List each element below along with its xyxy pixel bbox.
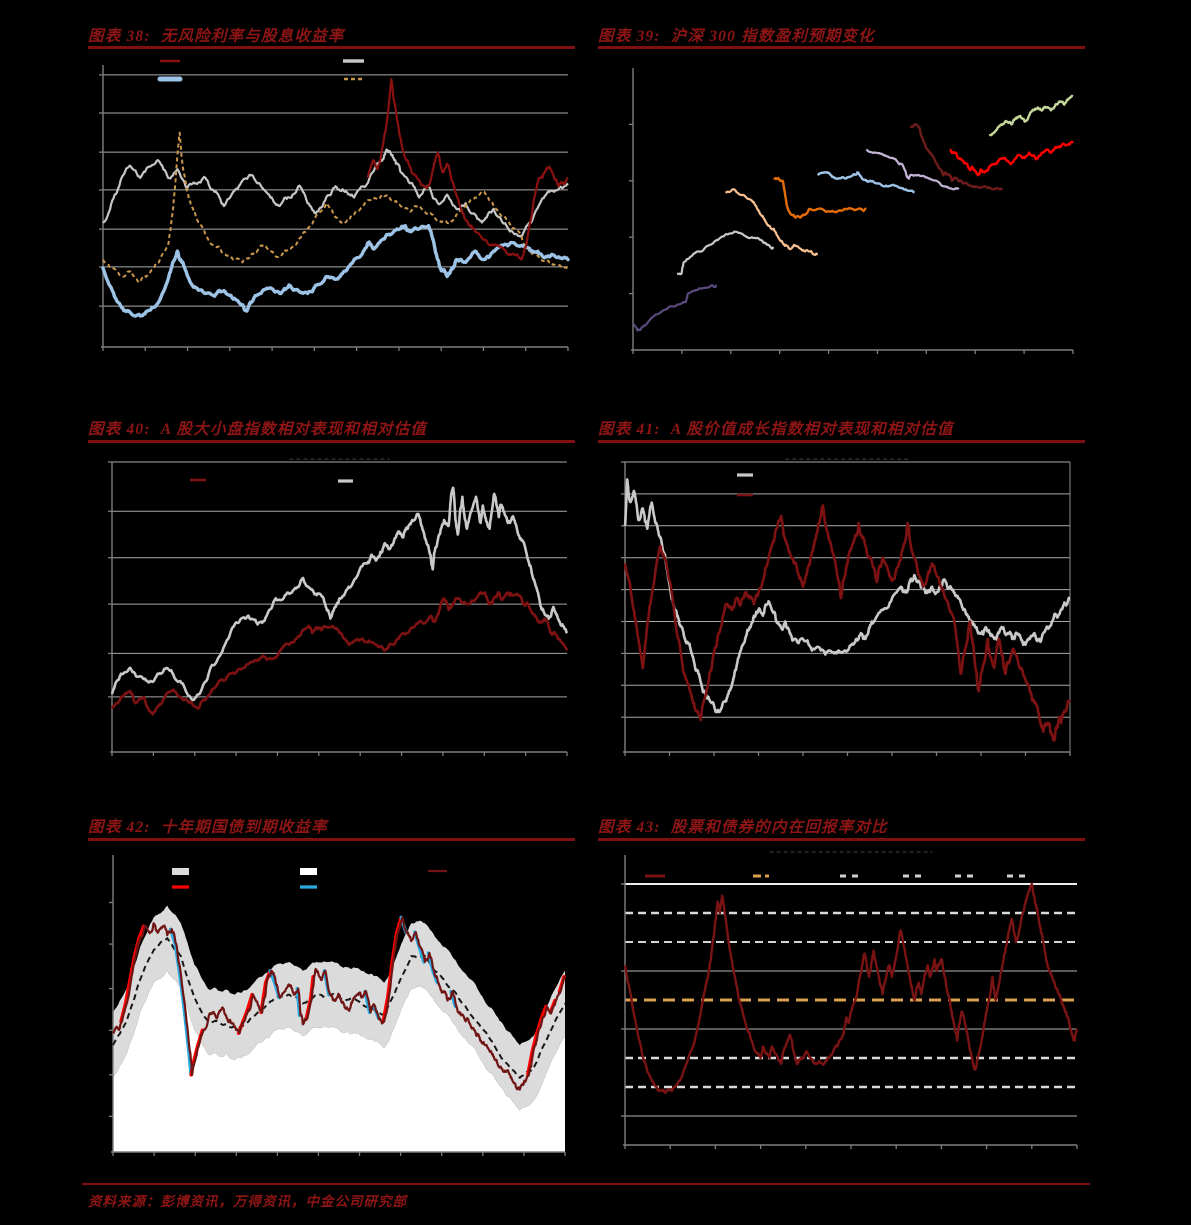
series-path [101, 224, 570, 318]
figure-40-chart [108, 458, 569, 756]
figure-41-title: 图表 41: A 股价值成长指数相对表现和相对估值 [598, 417, 954, 439]
series-wheat-segment [725, 188, 819, 257]
series-path [102, 131, 569, 284]
series-path [909, 123, 1003, 191]
series-path [816, 171, 915, 194]
figure-42-name: 十年期国债到期收益率 [160, 819, 328, 836]
series-path [632, 284, 718, 332]
up-flare [137, 924, 146, 940]
series-path [725, 188, 819, 257]
series-path [112, 916, 566, 1091]
figure-41-name: A 股价值成长指数相对表现和相对估值 [670, 421, 954, 438]
series-dark-red-line [366, 78, 569, 261]
band-lower-fill [113, 970, 565, 1152]
series-gray-line [110, 486, 569, 702]
series-plum-segment [865, 148, 960, 191]
figure-38-chart [99, 59, 570, 351]
series-dark-red-line [623, 882, 1079, 1094]
figure-41-label: 图表 41: [598, 421, 661, 438]
series-path [773, 176, 867, 219]
figure-41-title-rule [598, 440, 1085, 443]
series-path [110, 486, 569, 702]
series-yield-line [112, 915, 566, 1091]
series-path [623, 882, 1079, 1094]
series-dark-orange-segment [773, 176, 867, 219]
figure-39-label: 图表 39: [598, 28, 661, 45]
series-path [676, 230, 775, 276]
series-bright-red-segment [949, 140, 1074, 177]
figure-39-title-rule [598, 46, 1085, 49]
footer-divider [82, 1183, 1090, 1185]
series-path [102, 148, 569, 239]
series-path [623, 504, 1072, 742]
series-silver-segment [676, 230, 775, 276]
series-gray-line [623, 478, 1071, 714]
down-flare [417, 945, 426, 964]
figure-42-label: 图表 42: [88, 819, 151, 836]
series-path [949, 140, 1074, 177]
footer-source: 资料来源：彭博资讯，万得资讯，中金公司研究部 [88, 1194, 407, 1209]
legend-swatch [172, 868, 189, 875]
series-light-green-segment [988, 94, 1074, 137]
series-light-blue-segment [816, 171, 915, 194]
series-mean-dashed-line [112, 937, 566, 1079]
figure-40-name: A 股大小盘指数相对表现和相对估值 [160, 421, 428, 438]
figure-41-chart [621, 458, 1072, 756]
figure-40-title-rule [88, 440, 575, 443]
series-dark-red-line [110, 590, 569, 716]
figure-42-chart [109, 855, 566, 1156]
figure-40-label: 图表 40: [88, 421, 151, 438]
figure-40-title: 图表 40: A 股大小盘指数相对表现和相对估值 [88, 417, 427, 439]
series-path [865, 148, 960, 191]
figure-38-title: 图表 38: 无风险利率与股息收益率 [88, 24, 344, 46]
up-flare [123, 977, 132, 1006]
figure-42-title: 图表 42: 十年期国债到期收益率 [88, 815, 328, 837]
series-path [112, 937, 566, 1079]
figure-43-title-rule [598, 838, 1085, 841]
series-dark-red-line [623, 504, 1072, 742]
series-path [623, 478, 1071, 714]
series-maroon-segment [909, 123, 1003, 191]
band-fill [113, 905, 565, 1111]
series-path [988, 94, 1074, 137]
figure-43-label: 图表 43: [598, 819, 661, 836]
figure-43-name: 股票和债券的内在回报率对比 [670, 819, 888, 836]
series-dark-purple-segment [632, 284, 718, 332]
series-gray-line [102, 148, 569, 239]
series-tan-dashed-line [102, 131, 569, 284]
figure-38-title-rule [88, 46, 575, 49]
figure-39-name: 沪深 300 指数盈利预期变化 [670, 28, 875, 45]
series-light-blue-line [101, 224, 570, 318]
figure-42-title-rule [88, 838, 575, 841]
figure-38-name: 无风险利率与股息收益率 [160, 28, 345, 45]
figure-38-label: 图表 38: [88, 28, 151, 45]
legend-swatch [300, 868, 317, 875]
figure-43-title: 图表 43: 股票和债券的内在回报率对比 [598, 815, 888, 837]
series-path [366, 78, 569, 261]
figure-39-chart [629, 68, 1074, 354]
series-path [110, 590, 569, 716]
figure-39-title: 图表 39: 沪深 300 指数盈利预期变化 [598, 24, 875, 46]
figure-43-chart [621, 851, 1079, 1149]
